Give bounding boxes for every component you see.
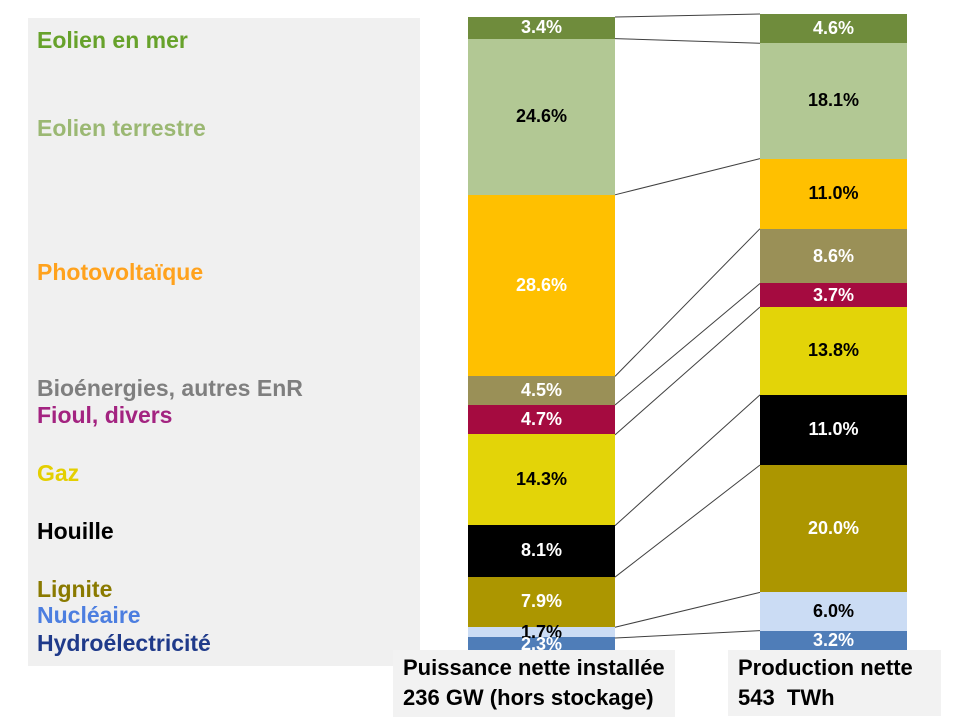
segment-value-label: 11.0%: [808, 419, 859, 440]
bar-segment: 4.6%: [760, 14, 907, 44]
capacity-bar: 3.4% 24.6% 28.6% 4.5% 4.7% 14.3% 8.1% 7.9% 1.7% 2…: [468, 17, 615, 655]
segment-value-label: 11.0%: [808, 183, 859, 204]
bar-segment: 2.3%: [468, 634, 615, 655]
segment-value-label: 6.0%: [812, 600, 855, 621]
production-caption-box: Production nette 543 TWh: [728, 650, 941, 716]
legend-label-fioul-divers: Fioul, divers: [37, 402, 173, 428]
legend-label-hydro-lectricit: Hydroélectricité: [37, 630, 211, 656]
bar-segment: 3.4%: [468, 17, 615, 39]
bar-segment: 14.3%: [468, 434, 615, 526]
segment-value-label: 3.2%: [812, 630, 855, 651]
flow-line: [614, 591, 761, 628]
capacity-caption-box: Puissance nette installée 236 GW (hors s…: [393, 650, 675, 717]
production-bar: 4.6% 18.1% 11.0% 8.6% 3.7% 13.8% 11.0% 20.0% 6.0…: [760, 14, 907, 651]
legend-label-eolien-en-mer: Eolien en mer: [37, 27, 188, 53]
flow-line: [614, 306, 761, 436]
segment-value-label: 18.1%: [807, 90, 860, 111]
bar-segment: 3.2%: [760, 630, 907, 651]
production-caption-line-2: 543 TWh: [738, 685, 835, 710]
legend-label-lignite: Lignite: [37, 576, 113, 602]
legend-panel: Eolien en mer Eolien terrestre Photovoltaï…: [28, 18, 420, 666]
segment-value-label: 24.6%: [515, 106, 568, 127]
segment-value-label: 14.3%: [515, 469, 568, 490]
bar-segment: 18.1%: [760, 43, 907, 159]
bar-segment: 4.7%: [468, 404, 615, 435]
bar-segment: 28.6%: [468, 194, 615, 377]
bar-segment: 4.5%: [468, 376, 615, 405]
segment-value-label: 4.7%: [520, 409, 563, 430]
bar-segment: 8.6%: [760, 228, 907, 284]
segment-value-label: 13.8%: [807, 340, 860, 361]
bar-segment: 11.0%: [760, 394, 907, 465]
capacity-caption-line-2: 236 GW (hors stockage): [403, 685, 654, 710]
segment-value-label: 7.9%: [520, 591, 563, 612]
legend-label-gaz: Gaz: [37, 460, 80, 486]
capacity-caption-line-1: Puissance nette installée: [403, 655, 665, 680]
flow-line: [614, 38, 761, 44]
flow-line: [614, 228, 761, 377]
flow-line: [614, 630, 761, 639]
segment-value-label: 3.4%: [520, 17, 563, 38]
bar-segment: 24.6%: [468, 38, 615, 195]
legend-label-nucl-aire: Nucléaire: [37, 602, 141, 628]
bar-segment: 7.9%: [468, 576, 615, 627]
bar-segment: 6.0%: [760, 592, 907, 631]
flow-line: [614, 394, 761, 527]
flow-line: [614, 283, 761, 406]
segment-value-label: 28.6%: [515, 274, 568, 295]
segment-value-label: 4.5%: [520, 379, 563, 400]
flow-line: [614, 13, 761, 18]
production-caption-line-1: Production nette: [738, 655, 913, 680]
bar-segment: 11.0%: [760, 158, 907, 229]
bar-segment: 3.7%: [760, 283, 907, 307]
segment-value-label: 8.1%: [520, 540, 563, 561]
legend-label-houille: Houille: [37, 518, 114, 544]
bar-segment: 1.7%: [468, 622, 615, 641]
segment-value-label: 1.7%: [520, 621, 563, 642]
bar-segment: 20.0%: [760, 464, 907, 593]
legend-label-eolien-terrestre: Eolien terrestre: [37, 115, 206, 141]
legend-label-photovolta-que: Photovoltaïque: [37, 259, 204, 285]
segment-value-label: 3.7%: [812, 284, 855, 305]
flow-line: [614, 158, 761, 196]
segment-value-label: 2.3%: [520, 634, 563, 655]
bar-segment: 8.1%: [468, 525, 615, 577]
legend-label-bio-nergies-autres-enr: Bioénergies, autres EnR: [37, 375, 303, 401]
segment-value-label: 20.0%: [807, 518, 860, 539]
segment-value-label: 4.6%: [812, 18, 855, 39]
bar-segment: 13.8%: [760, 307, 907, 395]
flow-line: [614, 464, 761, 578]
segment-value-label: 8.6%: [812, 245, 855, 266]
